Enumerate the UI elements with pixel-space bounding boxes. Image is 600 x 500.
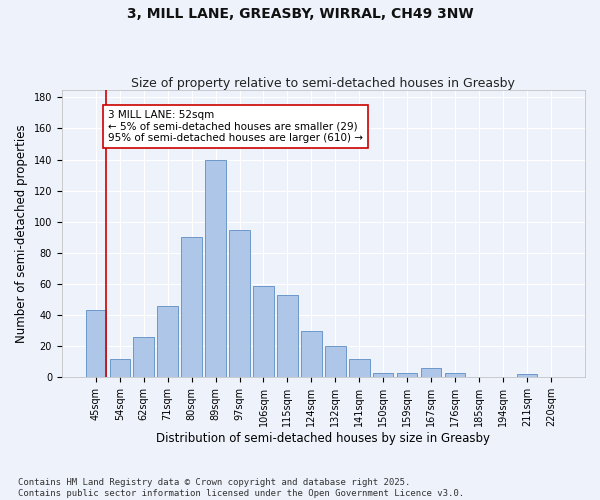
Bar bbox=[110, 358, 130, 378]
Text: Contains HM Land Registry data © Crown copyright and database right 2025.
Contai: Contains HM Land Registry data © Crown c… bbox=[18, 478, 464, 498]
Bar bbox=[86, 310, 106, 378]
Text: 3, MILL LANE, GREASBY, WIRRAL, CH49 3NW: 3, MILL LANE, GREASBY, WIRRAL, CH49 3NW bbox=[127, 8, 473, 22]
Y-axis label: Number of semi-detached properties: Number of semi-detached properties bbox=[15, 124, 28, 342]
Bar bbox=[133, 337, 154, 378]
Bar bbox=[421, 368, 442, 378]
Bar bbox=[325, 346, 346, 378]
Bar bbox=[277, 295, 298, 378]
Bar bbox=[445, 372, 466, 378]
Bar bbox=[397, 372, 418, 378]
Bar bbox=[253, 286, 274, 378]
Bar bbox=[205, 160, 226, 378]
Bar bbox=[229, 230, 250, 378]
Title: Size of property relative to semi-detached houses in Greasby: Size of property relative to semi-detach… bbox=[131, 76, 515, 90]
Bar bbox=[517, 374, 537, 378]
Bar bbox=[373, 372, 394, 378]
Bar bbox=[157, 306, 178, 378]
Bar bbox=[181, 238, 202, 378]
Bar bbox=[349, 358, 370, 378]
X-axis label: Distribution of semi-detached houses by size in Greasby: Distribution of semi-detached houses by … bbox=[157, 432, 490, 445]
Text: 3 MILL LANE: 52sqm
← 5% of semi-detached houses are smaller (29)
95% of semi-det: 3 MILL LANE: 52sqm ← 5% of semi-detached… bbox=[108, 110, 363, 143]
Bar bbox=[301, 330, 322, 378]
